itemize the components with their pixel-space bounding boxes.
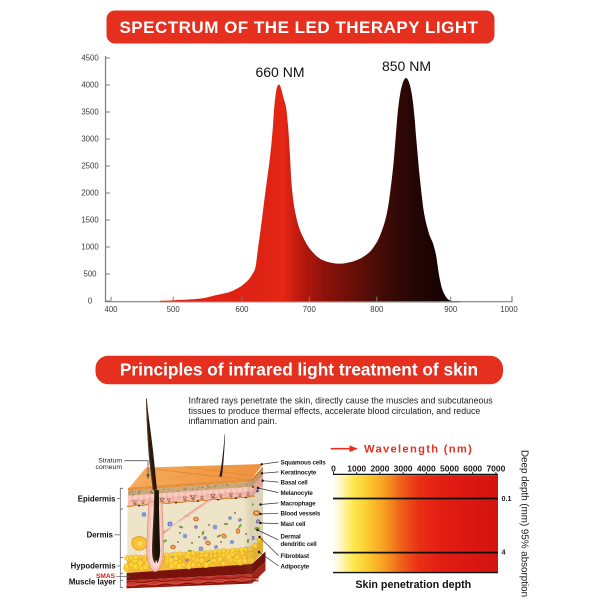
svg-text:Mast cell: Mast cell: [281, 521, 306, 528]
svg-text:1000: 1000: [500, 305, 518, 314]
svg-text:3500: 3500: [81, 108, 99, 117]
svg-text:SMAS: SMAS: [96, 573, 116, 580]
svg-text:500: 500: [83, 270, 97, 279]
svg-text:3000: 3000: [394, 463, 413, 473]
svg-text:1000: 1000: [347, 463, 366, 473]
svg-text:Fibroblast: Fibroblast: [281, 553, 309, 560]
svg-text:Dermal: Dermal: [281, 533, 302, 540]
svg-text:1500: 1500: [81, 216, 99, 225]
svg-text:4000: 4000: [417, 463, 436, 473]
svg-text:SPECTRUM OF THE LED THERAPY LI: SPECTRUM OF THE LED THERAPY LIGHT: [119, 18, 478, 37]
svg-text:dendritic cell: dendritic cell: [281, 541, 317, 548]
svg-text:Infrared rays penetrate the sk: Infrared rays penetrate the skin, direct…: [189, 396, 494, 406]
svg-text:Adipocyte: Adipocyte: [281, 563, 310, 570]
svg-text:0: 0: [331, 463, 336, 473]
svg-text:2500: 2500: [81, 162, 99, 171]
svg-text:tissues to produce thermal eff: tissues to produce thermal effects, acce…: [189, 406, 481, 416]
svg-text:400: 400: [104, 305, 118, 314]
svg-text:Epidermis: Epidermis: [78, 494, 116, 503]
svg-text:900: 900: [444, 305, 458, 314]
svg-text:Wavelength (nm): Wavelength (nm): [364, 444, 473, 456]
svg-text:4: 4: [502, 548, 506, 557]
svg-text:6000: 6000: [463, 463, 482, 473]
svg-text:Basal cell: Basal cell: [281, 480, 308, 487]
svg-text:Stratum: Stratum: [98, 458, 122, 465]
svg-text:3000: 3000: [81, 135, 99, 144]
svg-text:850 NM: 850 NM: [382, 58, 431, 74]
svg-text:5000: 5000: [440, 463, 459, 473]
svg-text:600: 600: [235, 305, 249, 314]
svg-text:inflammation and pain.: inflammation and pain.: [189, 416, 278, 426]
svg-text:2000: 2000: [81, 189, 99, 198]
svg-text:Hypodermis: Hypodermis: [71, 562, 117, 571]
svg-text:Squamous cells: Squamous cells: [281, 459, 327, 466]
svg-text:corneum: corneum: [96, 464, 123, 471]
svg-text:0: 0: [88, 297, 93, 306]
svg-text:Blood vessels: Blood vessels: [281, 511, 321, 518]
svg-text:660 NM: 660 NM: [255, 64, 304, 80]
svg-text:Deep depth (mm) 95% absorption: Deep depth (mm) 95% absorption: [519, 450, 530, 597]
svg-text:Macrophage: Macrophage: [281, 500, 317, 507]
svg-text:Dermis: Dermis: [87, 531, 114, 540]
svg-text:Muscle layer: Muscle layer: [69, 577, 116, 586]
svg-text:700: 700: [303, 305, 317, 314]
svg-text:Melanocyte: Melanocyte: [281, 490, 314, 497]
svg-text:Keratinocyte: Keratinocyte: [281, 469, 317, 476]
svg-text:Principles of infrared light t: Principles of infrared light treatment o…: [120, 360, 478, 380]
svg-text:1000: 1000: [81, 243, 99, 252]
svg-text:800: 800: [370, 305, 384, 314]
svg-text:7000: 7000: [486, 463, 505, 473]
svg-text:2000: 2000: [370, 463, 389, 473]
svg-text:4500: 4500: [81, 54, 99, 63]
svg-text:Skin penetration depth: Skin penetration depth: [355, 579, 471, 591]
svg-text:0.1: 0.1: [502, 494, 512, 503]
svg-text:500: 500: [167, 305, 181, 314]
svg-text:4000: 4000: [81, 81, 99, 90]
